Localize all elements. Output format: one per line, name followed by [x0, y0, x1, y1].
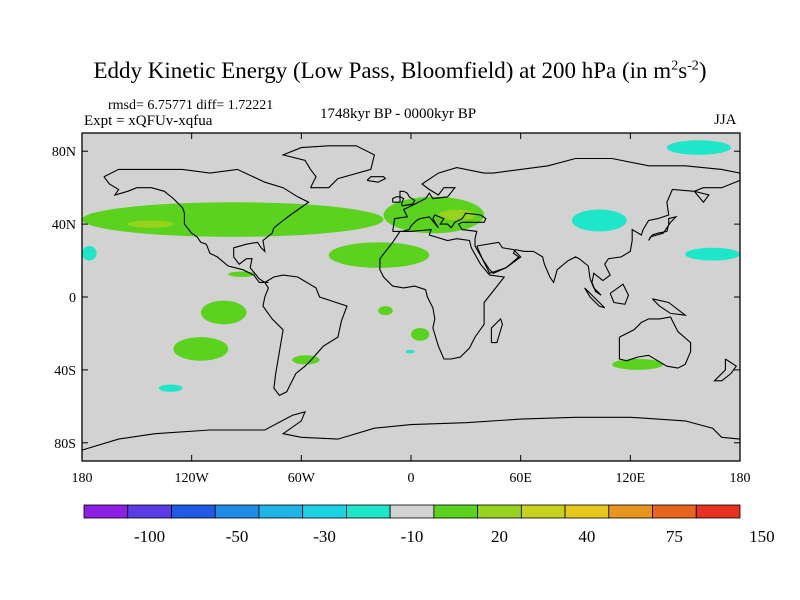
y-tick-label-1: 40N — [52, 218, 76, 233]
anomaly-region-0 — [666, 140, 731, 155]
anomaly-region-14 — [378, 306, 393, 316]
colorbar-box-1 — [127, 504, 172, 519]
coastline-madagascar — [490, 317, 503, 344]
colorbar-box-11 — [564, 504, 610, 519]
colorbar: -100 -50 -30 -10 20 40 75 150 — [83, 504, 775, 546]
anomaly-region-8 — [328, 242, 430, 268]
period-label: 1748kyr BP - 0000kyr BP — [320, 106, 477, 122]
coastline-greenland — [281, 145, 376, 189]
colorbar-box-3 — [214, 504, 260, 519]
coastline-borneo — [609, 283, 630, 305]
x-tick-label-4: 60E — [509, 471, 532, 486]
stats-text: rmsd= 6.75771 diff= 1.72221 — [108, 98, 274, 113]
coastlines — [81, 145, 741, 451]
colorbar-box-2 — [171, 504, 216, 519]
x-tick-label-5: 120E — [616, 471, 646, 486]
coastline-eurasia — [392, 157, 741, 296]
coastline-australia — [618, 316, 692, 369]
colorbar-box-7 — [389, 504, 435, 519]
coastline-north-america — [103, 168, 310, 283]
colorbar-label-4: 20 — [491, 527, 508, 546]
coastline-ireland — [392, 196, 401, 203]
colorbar-label-3: -10 — [401, 527, 424, 546]
anomaly-region-6 — [82, 202, 384, 237]
anomaly-region-17 — [438, 209, 475, 221]
axis-ticks: 180 120W 60W 0 60E 120E 180 80N 40N 0 40S 80S — [52, 133, 751, 486]
coastline-iceland — [366, 176, 387, 183]
coastline-antarctica — [81, 410, 741, 451]
anomaly-region-13 — [411, 327, 430, 341]
colorbar-box-14 — [695, 504, 741, 519]
coastline-africa — [379, 228, 506, 360]
y-tick-label-0: 80N — [52, 145, 76, 160]
anomaly-region-12 — [612, 358, 664, 370]
colorbar-box-6 — [345, 504, 391, 519]
chart-title: Eddy Kinetic Energy (Low Pass, Bloomfiel… — [93, 58, 707, 83]
x-tick-label-1: 120W — [175, 471, 210, 486]
x-tick-label-3: 0 — [408, 471, 415, 486]
coastline-arabia — [476, 241, 522, 274]
coastline-new-guinea — [651, 298, 688, 316]
colorbar-box-9 — [477, 504, 522, 519]
colorbar-label-7: 150 — [749, 527, 775, 546]
season-label: JJA — [714, 112, 737, 128]
anomaly-region-1 — [571, 209, 627, 232]
y-tick-label-4: 80S — [54, 437, 76, 452]
anomaly-region-11 — [292, 355, 320, 365]
colorbar-box-0 — [83, 504, 129, 519]
map-background — [82, 133, 740, 461]
colorbar-box-8 — [433, 504, 479, 519]
anomaly-region-10 — [173, 337, 229, 361]
coastline-new-zealand — [713, 358, 738, 382]
colorbar-box-12 — [608, 504, 653, 519]
colorbar-label-1: -50 — [226, 527, 249, 546]
colorbar-label-6: 75 — [666, 527, 683, 546]
anomaly-region-9 — [200, 300, 247, 325]
x-tick-label-6: 180 — [730, 471, 751, 486]
coastline-sumatra — [584, 287, 606, 309]
colorbar-label-2: -30 — [313, 527, 336, 546]
coastline-south-america — [262, 274, 348, 397]
colorbar-box-10 — [520, 504, 566, 519]
colorbar-box-5 — [302, 504, 347, 519]
anomaly-region-3 — [82, 245, 97, 261]
y-tick-label-2: 0 — [69, 291, 76, 306]
anomaly-region-4 — [158, 384, 183, 392]
x-tick-label-2: 60W — [288, 471, 316, 486]
anomaly-region-5 — [405, 349, 415, 354]
coastline-japan — [648, 215, 678, 241]
colorbar-box-4 — [258, 504, 304, 519]
map-area — [82, 133, 740, 461]
experiment-label: Expt = xQFUv-xqfua — [84, 113, 213, 129]
coastline-britain — [399, 190, 416, 207]
anomaly-region-2 — [685, 247, 740, 261]
y-tick-label-3: 40S — [54, 364, 76, 379]
anomaly-region-16 — [127, 220, 174, 228]
colorbar-label-0: -100 — [134, 527, 165, 546]
colorbar-box-13 — [652, 504, 697, 519]
x-tick-label-0: 180 — [72, 471, 93, 486]
colorbar-label-5: 40 — [578, 527, 595, 546]
